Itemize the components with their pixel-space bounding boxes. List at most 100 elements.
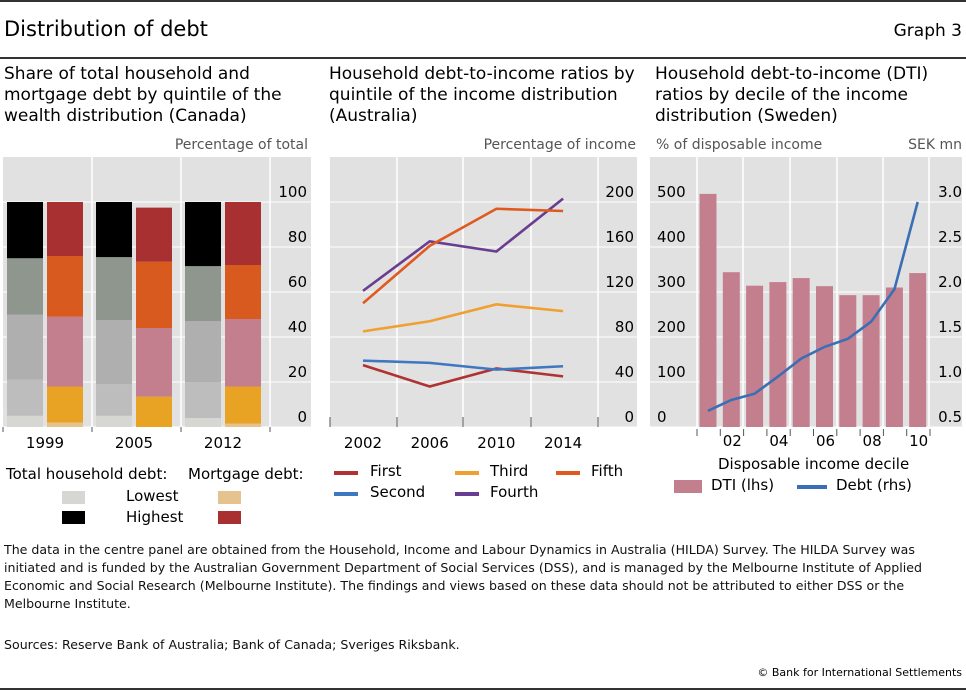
x-tick-label: 02 bbox=[723, 432, 742, 450]
bar-total-segment bbox=[185, 202, 221, 267]
bar-dti bbox=[769, 282, 787, 427]
bar-mortgage-segment bbox=[47, 316, 83, 387]
graph-number: Graph 3 bbox=[893, 21, 962, 41]
y-tick-label: 80 bbox=[615, 318, 634, 336]
bar-total-segment bbox=[7, 415, 43, 427]
y-tick-label-left: 200 bbox=[657, 318, 686, 336]
sweden-x-axis-label: Disposable income decile bbox=[718, 455, 910, 473]
y-tick-label-right: 3.0 bbox=[938, 183, 962, 201]
legend-swatch-mortgage-highest bbox=[218, 511, 241, 524]
line-series-second bbox=[362, 359, 564, 371]
bar-dti bbox=[746, 285, 764, 427]
bar-mortgage-segment bbox=[225, 386, 261, 424]
y-tick-label: 40 bbox=[615, 363, 634, 381]
panel-title-australia: Household debt-to-income ratios by quint… bbox=[329, 64, 635, 126]
bar-mortgage-segment bbox=[47, 202, 83, 256]
bar-mortgage-segment bbox=[136, 261, 172, 328]
bar-total-segment bbox=[185, 266, 221, 322]
legend-line-fifth bbox=[556, 471, 580, 475]
bar-total-segment bbox=[185, 321, 221, 382]
bar-total-segment bbox=[96, 202, 132, 258]
x-tick-label: 04 bbox=[769, 432, 788, 450]
bar-mortgage-segment bbox=[225, 265, 261, 319]
x-tick-label: 2014 bbox=[544, 434, 582, 452]
bar-total-segment bbox=[185, 418, 221, 427]
x-tick-label: 2006 bbox=[411, 434, 449, 452]
legend-mortgage-label: Mortgage debt: bbox=[188, 465, 304, 483]
top-rule bbox=[0, 0, 966, 2]
bar-total-segment bbox=[7, 379, 43, 416]
legend-line-fourth bbox=[455, 492, 479, 496]
bar-mortgage-segment bbox=[47, 386, 83, 423]
bar-dti bbox=[816, 286, 833, 427]
bar-mortgage-segment bbox=[47, 256, 83, 317]
x-tick-label: 2010 bbox=[477, 434, 515, 452]
unit-label-australia: Percentage of income bbox=[483, 137, 636, 153]
legend-swatch-total-lowest bbox=[62, 491, 85, 504]
graph-title: Distribution of debt bbox=[4, 17, 208, 41]
y-tick-label: 100 bbox=[278, 183, 307, 201]
y-tick-label-right: 1.0 bbox=[938, 363, 962, 381]
x-tick-label: 08 bbox=[863, 432, 882, 450]
bar-dti bbox=[909, 273, 927, 427]
bar-mortgage-segment bbox=[136, 207, 172, 262]
bar-mortgage-segment bbox=[136, 328, 172, 397]
legend-line-debt bbox=[797, 485, 827, 489]
legend-line-third bbox=[455, 471, 479, 475]
legend-item-debt: Debt (rhs) bbox=[836, 476, 912, 494]
panel-title-sweden: Household debt-to-income (DTI) ratios by… bbox=[655, 64, 929, 126]
bottom-rule bbox=[0, 688, 966, 690]
bar-total-segment bbox=[96, 415, 132, 427]
line-series-debt bbox=[707, 201, 919, 412]
bar-total-segment bbox=[7, 258, 43, 315]
bar-total-segment bbox=[96, 320, 132, 385]
y-tick-label-right: 2.0 bbox=[938, 273, 962, 291]
unit-label-sweden-left: % of disposable income bbox=[656, 137, 823, 153]
y-tick-label: 80 bbox=[288, 228, 307, 246]
title-rule bbox=[0, 57, 966, 59]
sources: Sources: Reserve Bank of Australia; Bank… bbox=[4, 637, 460, 652]
legend-item-fifth: Fifth bbox=[591, 462, 624, 480]
y-tick-label-left: 0 bbox=[657, 408, 667, 426]
bar-dti bbox=[699, 193, 717, 427]
bar-dti bbox=[722, 272, 740, 427]
line-series-third bbox=[362, 303, 564, 333]
y-tick-label-right: 0.5 bbox=[938, 408, 962, 426]
y-tick-label-left: 500 bbox=[657, 183, 686, 201]
legend-swatch-mortgage-lowest bbox=[218, 491, 241, 504]
x-tick-label: 10 bbox=[909, 432, 928, 450]
y-tick-label: 120 bbox=[605, 273, 634, 291]
legend-item-highest: Highest bbox=[126, 508, 184, 526]
bar-dti bbox=[839, 295, 857, 427]
y-tick-label: 20 bbox=[288, 363, 307, 381]
bar-total-segment bbox=[7, 314, 43, 380]
bar-total-segment bbox=[185, 382, 221, 418]
bar-total-segment bbox=[96, 384, 132, 416]
bar-dti bbox=[862, 295, 880, 427]
y-tick-label-right: 2.5 bbox=[938, 228, 962, 246]
legend-item-fourth: Fourth bbox=[490, 483, 539, 501]
x-tick-label: 2005 bbox=[115, 434, 153, 452]
x-tick-label: 2012 bbox=[204, 434, 242, 452]
legend-swatch-total-highest bbox=[62, 511, 85, 524]
footnote: The data in the centre panel are obtaine… bbox=[4, 542, 922, 611]
legend-item-second: Second bbox=[370, 483, 426, 501]
legend-item-third: Third bbox=[490, 462, 529, 480]
copyright: © Bank for International Settlements bbox=[757, 666, 962, 679]
legend-total-label: Total household debt: bbox=[6, 465, 168, 483]
legend-item-dti: DTI (lhs) bbox=[711, 476, 775, 494]
bar-mortgage-segment bbox=[225, 202, 261, 265]
x-tick-label: 2002 bbox=[344, 434, 382, 452]
legend-item-first: First bbox=[370, 462, 402, 480]
y-tick-label-left: 300 bbox=[657, 273, 686, 291]
y-tick-label: 200 bbox=[605, 183, 634, 201]
line-series-fourth bbox=[362, 197, 564, 292]
unit-label-canada: Percentage of total bbox=[174, 137, 308, 153]
legend-swatch-dti bbox=[674, 480, 702, 493]
bar-total-segment bbox=[96, 257, 132, 321]
bar-dti bbox=[885, 287, 903, 427]
panel-title-canada: Share of total household and mortgage de… bbox=[4, 64, 282, 126]
y-tick-label: 0 bbox=[297, 408, 307, 426]
